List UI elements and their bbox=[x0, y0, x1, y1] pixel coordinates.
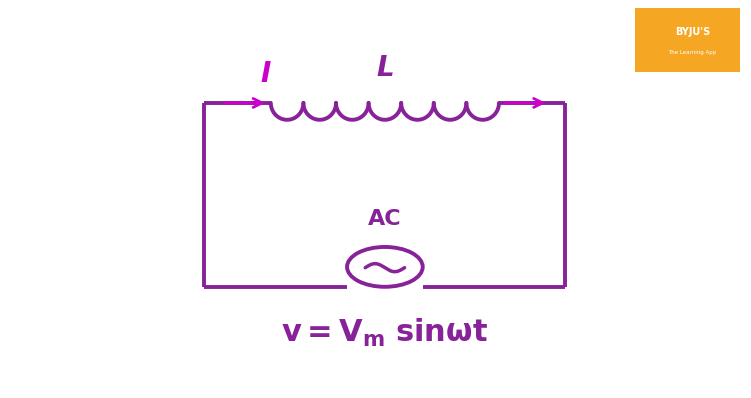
Text: The Learning App: The Learning App bbox=[668, 50, 716, 55]
Text: L: L bbox=[376, 54, 394, 82]
Text: AC: AC bbox=[368, 209, 402, 229]
FancyBboxPatch shape bbox=[629, 5, 745, 75]
Text: BYJU'S: BYJU'S bbox=[675, 27, 710, 37]
Text: $\mathbf{v = V_m\ sin\omega t}$: $\mathbf{v = V_m\ sin\omega t}$ bbox=[282, 317, 488, 349]
Text: I: I bbox=[261, 60, 271, 88]
